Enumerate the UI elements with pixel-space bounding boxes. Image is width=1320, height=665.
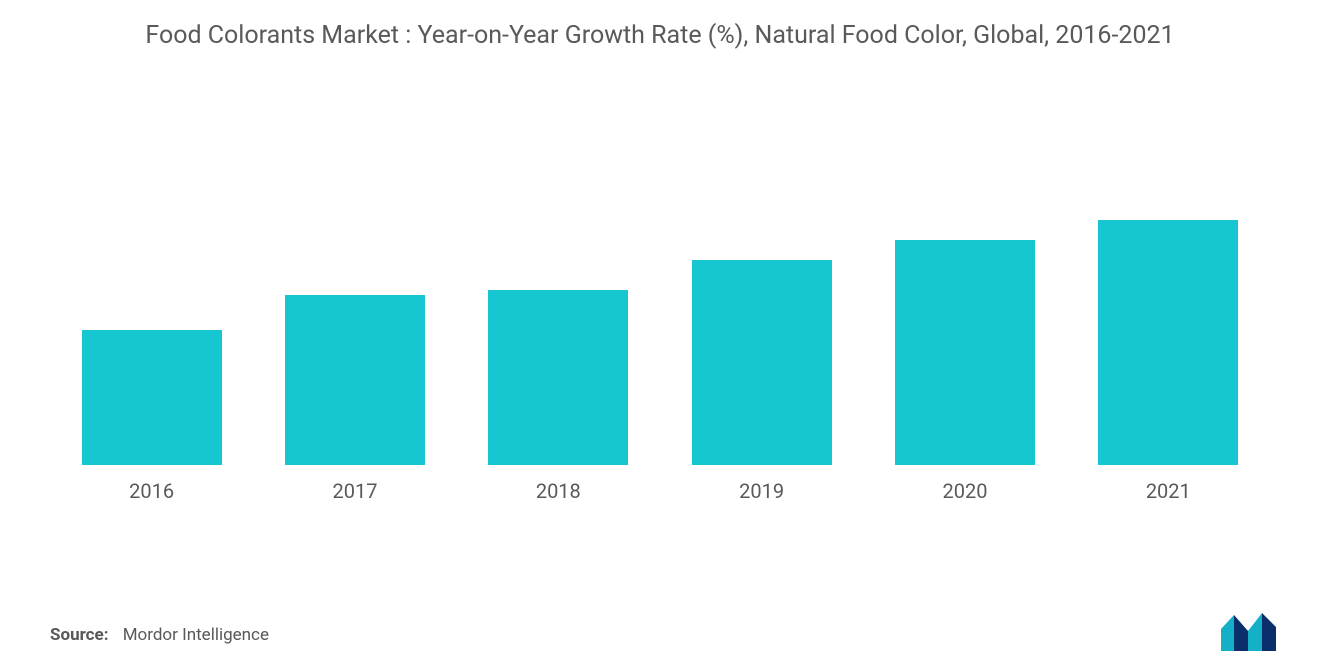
bar-group: 2017: [253, 295, 456, 503]
bar-group: 2019: [660, 260, 863, 503]
bar-group: 2020: [863, 240, 1066, 503]
source-attribution: Source: Mordor Intelligence: [50, 625, 269, 645]
bar: [82, 330, 222, 465]
bar: [1098, 220, 1238, 465]
bar: [895, 240, 1035, 465]
x-axis-label: 2017: [333, 479, 378, 503]
chart-title: Food Colorants Market : Year-on-Year Gro…: [60, 20, 1260, 53]
x-axis-label: 2018: [536, 479, 581, 503]
source-label: Source:: [50, 625, 108, 645]
bar-chart: 2016 2017 2018 2019 2020 2021: [40, 83, 1280, 503]
bar: [285, 295, 425, 465]
x-axis-label: 2021: [1146, 479, 1191, 503]
source-value: Mordor Intelligence: [123, 625, 269, 645]
mordor-logo-icon: [1218, 605, 1280, 653]
bar: [488, 290, 628, 465]
x-axis-label: 2020: [942, 479, 987, 503]
bar-group: 2016: [50, 330, 253, 503]
bar: [692, 260, 832, 465]
chart-container: Food Colorants Market : Year-on-Year Gro…: [0, 0, 1320, 665]
bar-group: 2018: [457, 290, 660, 503]
x-axis-label: 2019: [739, 479, 784, 503]
x-axis-label: 2016: [129, 479, 174, 503]
bar-group: 2021: [1067, 220, 1270, 503]
